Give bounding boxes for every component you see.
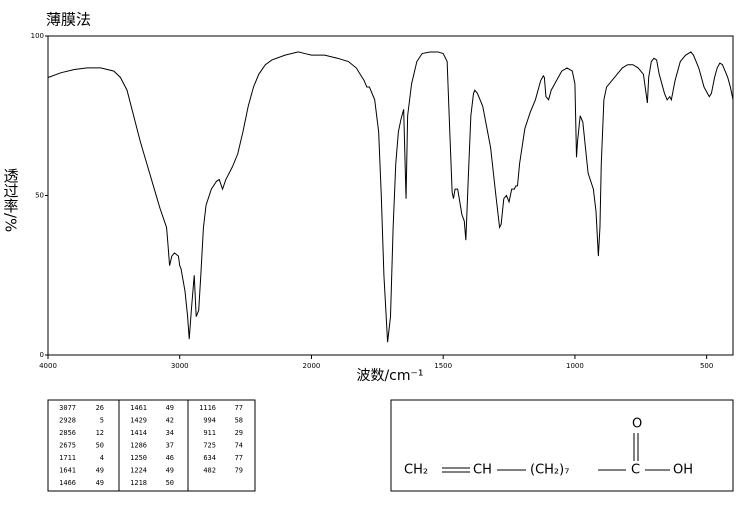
peak-transmittance: 42 (166, 417, 174, 425)
x-tick-label: 4000 (39, 362, 57, 370)
peak-wavenumber: 2675 (59, 442, 76, 450)
y-tick-label: 100 (31, 32, 44, 40)
peak-wavenumber: 1641 (59, 467, 76, 475)
peak-wavenumber: 1466 (59, 479, 76, 487)
peak-transmittance: 49 (166, 404, 174, 412)
peak-transmittance: 26 (96, 404, 104, 412)
peak-transmittance: 49 (96, 479, 104, 487)
peak-transmittance: 34 (166, 429, 174, 437)
peak-wavenumber: 1286 (130, 442, 147, 450)
peak-transmittance: 4 (100, 454, 104, 462)
peak-wavenumber: 911 (203, 429, 216, 437)
peak-wavenumber: 1116 (199, 404, 216, 412)
structure-border (390, 399, 734, 492)
peak-table: 3077 26 2928 5 2856 12 2675 50 1711 4 1641 49 1466 49… (47, 399, 256, 492)
peak-transmittance: 49 (96, 467, 104, 475)
group: (CH₂)₇ (530, 463, 569, 478)
peak-wavenumber: 1224 (130, 467, 147, 475)
peak-wavenumber: 725 (203, 442, 216, 450)
y-axis-label: 透过率/% (2, 168, 20, 232)
peak-transmittance: 77 (235, 454, 243, 462)
peak-wavenumber: 1429 (130, 417, 147, 425)
peak-wavenumber: 2856 (59, 429, 76, 437)
x-tick-label: 2000 (303, 362, 321, 370)
group: C (631, 463, 640, 478)
group: OH (673, 463, 693, 478)
peak-transmittance: 49 (166, 467, 174, 475)
x-tick-label: 1000 (566, 362, 584, 370)
x-axis-label: 波数/cm⁻¹ (356, 368, 423, 384)
peak-transmittance: 74 (235, 442, 243, 450)
peak-wavenumber: 994 (203, 417, 216, 425)
peak-wavenumber: 1250 (130, 454, 147, 462)
y-tick-label: 50 (35, 192, 44, 200)
peak-wavenumber: 1461 (130, 404, 147, 412)
peak-transmittance: 12 (96, 429, 104, 437)
chart-title: 薄膜法 (46, 11, 91, 29)
structure-box: CH₂ CH (CH₂)₇ C O OH (390, 399, 734, 492)
peak-wavenumber: 2928 (59, 417, 76, 425)
y-tick-label: 0 (40, 351, 44, 359)
peak-wavenumber: 1711 (59, 454, 76, 462)
peak-wavenumber: 1218 (130, 479, 147, 487)
peak-transmittance: 50 (96, 442, 104, 450)
peak-transmittance: 58 (235, 417, 243, 425)
peak-transmittance: 77 (235, 404, 243, 412)
peak-transmittance: 50 (166, 479, 174, 487)
peak-wavenumber: 1414 (130, 429, 147, 437)
peak-transmittance: 5 (100, 417, 104, 425)
spectrum-line (47, 51, 734, 343)
table-border (47, 399, 256, 492)
peak-transmittance: 37 (166, 442, 174, 450)
x-tick-label: 3000 (171, 362, 189, 370)
peak-transmittance: 46 (166, 454, 174, 462)
x-tick-label: 500 (700, 362, 713, 370)
peak-wavenumber: 3077 (59, 404, 76, 412)
peak-transmittance: 29 (235, 429, 243, 437)
peak-wavenumber: 634 (203, 454, 216, 462)
x-tick-label: 1500 (434, 362, 452, 370)
group: CH₂ (404, 463, 428, 478)
group: CH (473, 463, 492, 478)
peak-wavenumber: 482 (203, 467, 216, 475)
peak-transmittance: 79 (235, 467, 243, 475)
group: O (632, 417, 642, 432)
